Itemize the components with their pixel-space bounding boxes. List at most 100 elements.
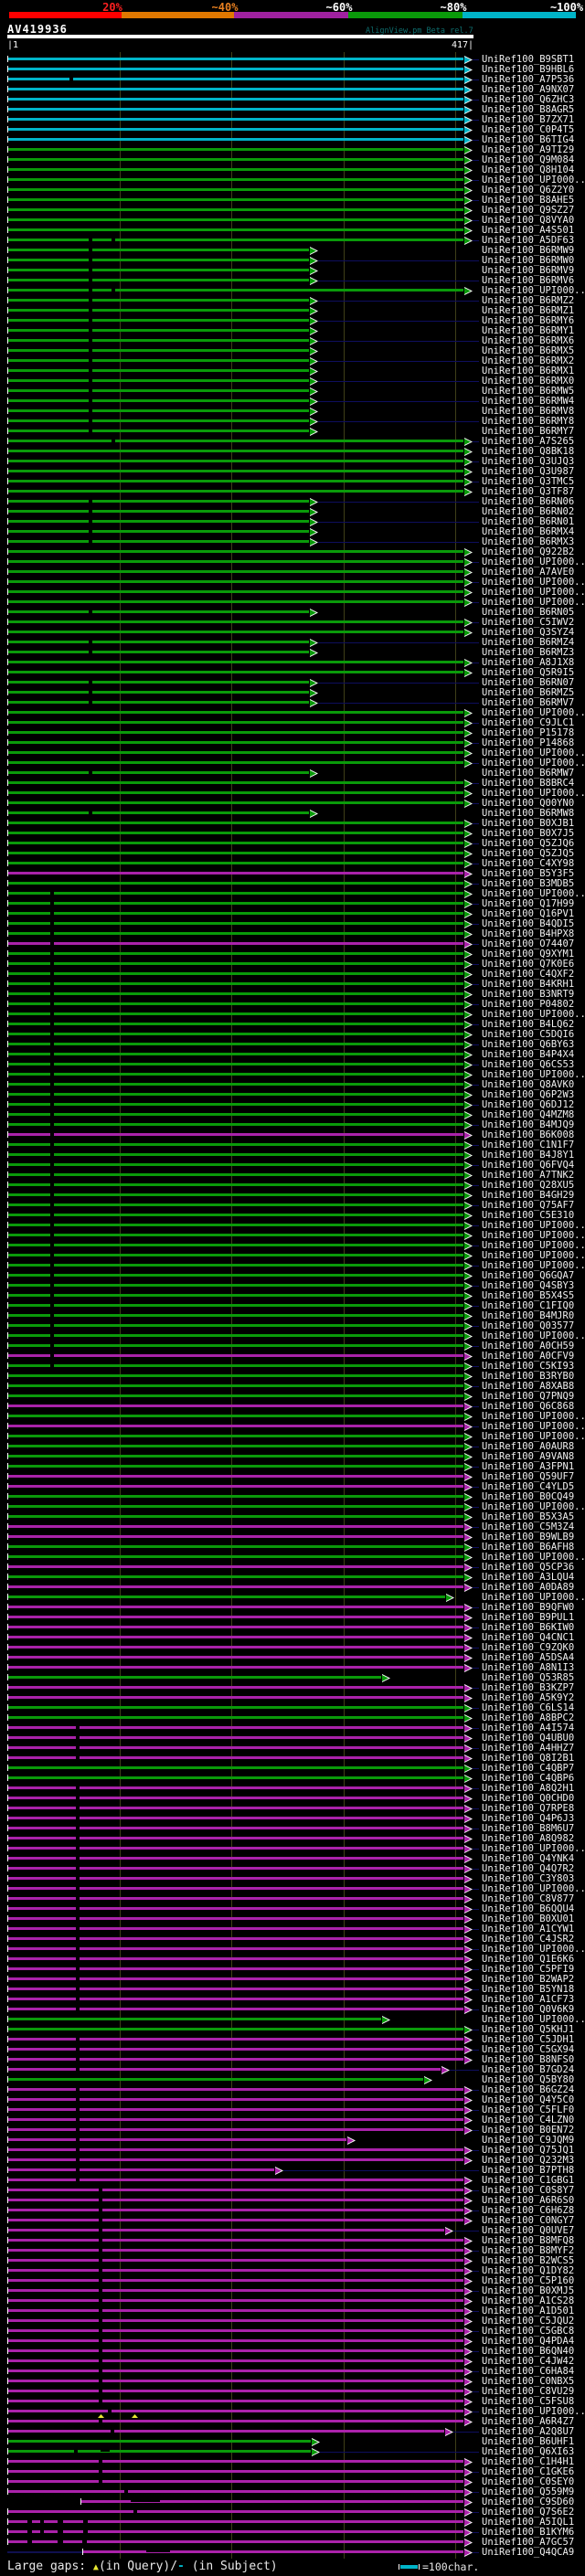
alignment-bar[interactable]: [8, 1495, 463, 1498]
alignment-bar[interactable]: [8, 2530, 27, 2533]
alignment-bar[interactable]: [8, 681, 309, 684]
alignment-bar[interactable]: [8, 1063, 463, 1065]
alignment-bar[interactable]: [8, 1927, 463, 1930]
alignment-bar[interactable]: [8, 1807, 463, 1809]
alignment-bar[interactable]: [8, 2470, 463, 2473]
alignment-bar[interactable]: [63, 2520, 83, 2523]
alignment-bar[interactable]: [8, 1666, 463, 1669]
alignment-bar[interactable]: [8, 2380, 463, 2382]
alignment-bar[interactable]: [8, 1415, 463, 1417]
alignment-bar[interactable]: [8, 1435, 463, 1437]
alignment-bar[interactable]: [8, 1957, 463, 1960]
alignment-bar[interactable]: [8, 279, 309, 281]
alignment-bar[interactable]: [8, 78, 463, 80]
alignment-bar[interactable]: [8, 761, 463, 764]
alignment-bar[interactable]: [8, 2339, 463, 2342]
alignment-bar[interactable]: [8, 198, 463, 201]
alignment-bar[interactable]: [8, 992, 463, 995]
alignment-bar[interactable]: [8, 1847, 463, 1850]
alignment-bar[interactable]: [8, 2209, 463, 2211]
alignment-bar[interactable]: [8, 580, 463, 583]
alignment-bar[interactable]: [8, 932, 463, 935]
alignment-bar[interactable]: [8, 208, 463, 211]
alignment-bar[interactable]: [8, 2450, 311, 2453]
alignment-bar[interactable]: [8, 751, 463, 754]
alignment-bar[interactable]: [8, 500, 309, 503]
alignment-bar[interactable]: [8, 791, 463, 794]
alignment-bar[interactable]: [8, 2048, 463, 2051]
alignment-bar[interactable]: [8, 801, 463, 804]
alignment-bar[interactable]: [8, 2319, 463, 2322]
alignment-bar[interactable]: [32, 2530, 40, 2533]
alignment-bar[interactable]: [8, 822, 463, 824]
alignment-bar[interactable]: [8, 1776, 463, 1779]
alignment-bar[interactable]: [8, 1193, 463, 1196]
alignment-bar[interactable]: [8, 1786, 463, 1789]
alignment-bar[interactable]: [8, 972, 463, 975]
alignment-bar[interactable]: [8, 470, 463, 472]
alignment-bar[interactable]: [8, 2299, 463, 2302]
alignment-bar[interactable]: [8, 892, 463, 895]
alignment-bar[interactable]: [8, 671, 463, 673]
alignment-bar[interactable]: [8, 651, 309, 653]
alignment-bar[interactable]: [8, 2068, 441, 2071]
alignment-bar[interactable]: [8, 2058, 463, 2061]
alignment-bar[interactable]: [44, 2530, 58, 2533]
alignment-bar[interactable]: [8, 158, 463, 161]
alignment-bar[interactable]: [8, 1977, 463, 1980]
alignment-bar[interactable]: [8, 902, 463, 905]
alignment-bar[interactable]: [8, 1354, 463, 1357]
alignment-bar[interactable]: [8, 1475, 463, 1478]
alignment-bar[interactable]: [8, 168, 463, 171]
alignment-bar[interactable]: [8, 570, 463, 573]
alignment-bar[interactable]: [8, 299, 309, 302]
alignment-bar[interactable]: [8, 1756, 463, 1759]
alignment-bar[interactable]: [8, 349, 309, 352]
alignment-bar[interactable]: [8, 1465, 463, 1468]
alignment-bar[interactable]: [8, 1023, 463, 1025]
alignment-bar[interactable]: [8, 108, 463, 111]
alignment-bar[interactable]: [8, 2279, 463, 2282]
alignment-bar[interactable]: [8, 1736, 463, 1739]
alignment-bar[interactable]: [8, 88, 463, 90]
alignment-bar[interactable]: [8, 480, 463, 482]
alignment-bar[interactable]: [8, 842, 463, 844]
alignment-bar[interactable]: [8, 912, 463, 915]
alignment-bar[interactable]: [8, 2249, 463, 2252]
alignment-bar[interactable]: [8, 239, 463, 241]
alignment-bar[interactable]: [8, 862, 463, 864]
alignment-bar[interactable]: [8, 620, 463, 623]
alignment-bar[interactable]: [8, 1646, 463, 1648]
alignment-bar[interactable]: [8, 2410, 463, 2412]
alignment-bar[interactable]: [8, 1585, 463, 1588]
alignment-bar[interactable]: [8, 872, 463, 875]
alignment-bar[interactable]: [8, 1203, 463, 1206]
alignment-bar[interactable]: [8, 2269, 463, 2272]
alignment-bar[interactable]: [8, 2309, 463, 2312]
alignment-bar[interactable]: [8, 1264, 463, 1267]
alignment-bar[interactable]: [8, 1214, 463, 1216]
alignment-bar[interactable]: [8, 1043, 463, 1045]
alignment-bar[interactable]: [8, 1877, 463, 1880]
alignment-bar[interactable]: [8, 2178, 463, 2181]
alignment-bar[interactable]: [8, 2189, 463, 2191]
alignment-bar[interactable]: [8, 781, 463, 784]
alignment-bar[interactable]: [8, 58, 463, 60]
alignment-bar[interactable]: [8, 1244, 463, 1246]
alignment-bar[interactable]: [8, 530, 309, 533]
alignment-bar[interactable]: [8, 1837, 463, 1839]
alignment-bar[interactable]: [8, 1344, 463, 1347]
alignment-bar[interactable]: [8, 218, 463, 221]
alignment-bar[interactable]: [8, 1324, 463, 1327]
alignment-bar[interactable]: [8, 2520, 27, 2523]
alignment-bar[interactable]: [8, 2018, 381, 2020]
alignment-bar[interactable]: [8, 701, 309, 704]
alignment-bar[interactable]: [8, 1002, 463, 1005]
alignment-bar[interactable]: [8, 2038, 463, 2041]
alignment-bar[interactable]: [8, 1817, 463, 1819]
alignment-bar[interactable]: [8, 359, 309, 362]
alignment-bar[interactable]: [8, 1455, 463, 1458]
alignment-bar[interactable]: [8, 339, 309, 342]
alignment-bar[interactable]: [8, 1153, 463, 1156]
alignment-bar[interactable]: [8, 1575, 463, 1578]
